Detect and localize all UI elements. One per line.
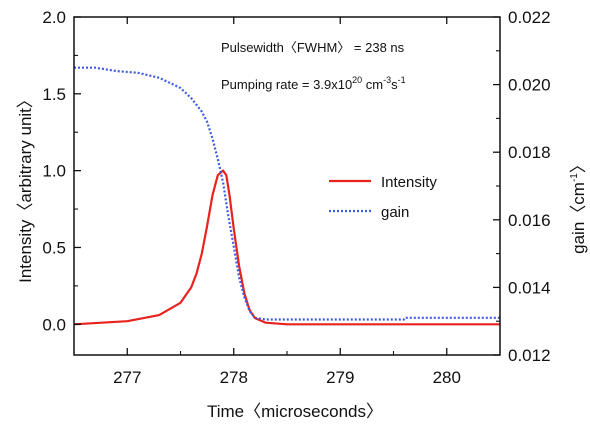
legend-label-gain: gain <box>381 204 409 221</box>
y-left-tick-label: 1.0 <box>42 162 66 181</box>
x-tick-label: 279 <box>326 368 354 387</box>
y-right-tick-label: 0.012 <box>508 346 551 365</box>
series-line-intensity <box>74 169 500 326</box>
x-tick-label: 280 <box>433 368 461 387</box>
annotation-pulsewidth: Pulsewidth〈FWHM〉 = 238 ns <box>221 40 405 55</box>
y-right-tick-label: 0.014 <box>508 278 551 297</box>
annotation-pumping-rate: Pumping rate = 3.9x1020 cm-3s-1 <box>221 75 406 92</box>
y-axis-left-title: Intensity〈arbitrary unit〉 <box>16 91 35 283</box>
x-tick-label: 278 <box>220 368 248 387</box>
x-axis-title: Time〈microseconds〉 <box>207 402 383 421</box>
legend: Intensity gain <box>329 174 437 221</box>
y-right-tick-label: 0.018 <box>508 143 551 162</box>
y-axis-right-title: gain〈cm-1〉 <box>569 156 588 254</box>
y-left-tick-label: 1.5 <box>42 85 66 104</box>
y-right-tick-label: 0.022 <box>508 8 551 27</box>
y-left-tick-label: 0.5 <box>42 238 66 257</box>
series-line-gain <box>74 66 500 321</box>
axis-ticks: 277 278 279 280 0.0 0.5 1.0 1.5 2.0 0.012 0.014 0.0… <box>42 8 550 387</box>
plot-frame <box>73 16 501 356</box>
y-left-tick-label: 0.0 <box>42 315 66 334</box>
y-left-tick-label: 2.0 <box>42 8 66 27</box>
y-right-tick-label: 0.020 <box>508 76 551 95</box>
x-tick-label: 277 <box>113 368 141 387</box>
y-right-tick-label: 0.016 <box>508 211 551 230</box>
plot-series-layer <box>74 66 500 326</box>
legend-label-intensity: Intensity <box>381 174 437 191</box>
